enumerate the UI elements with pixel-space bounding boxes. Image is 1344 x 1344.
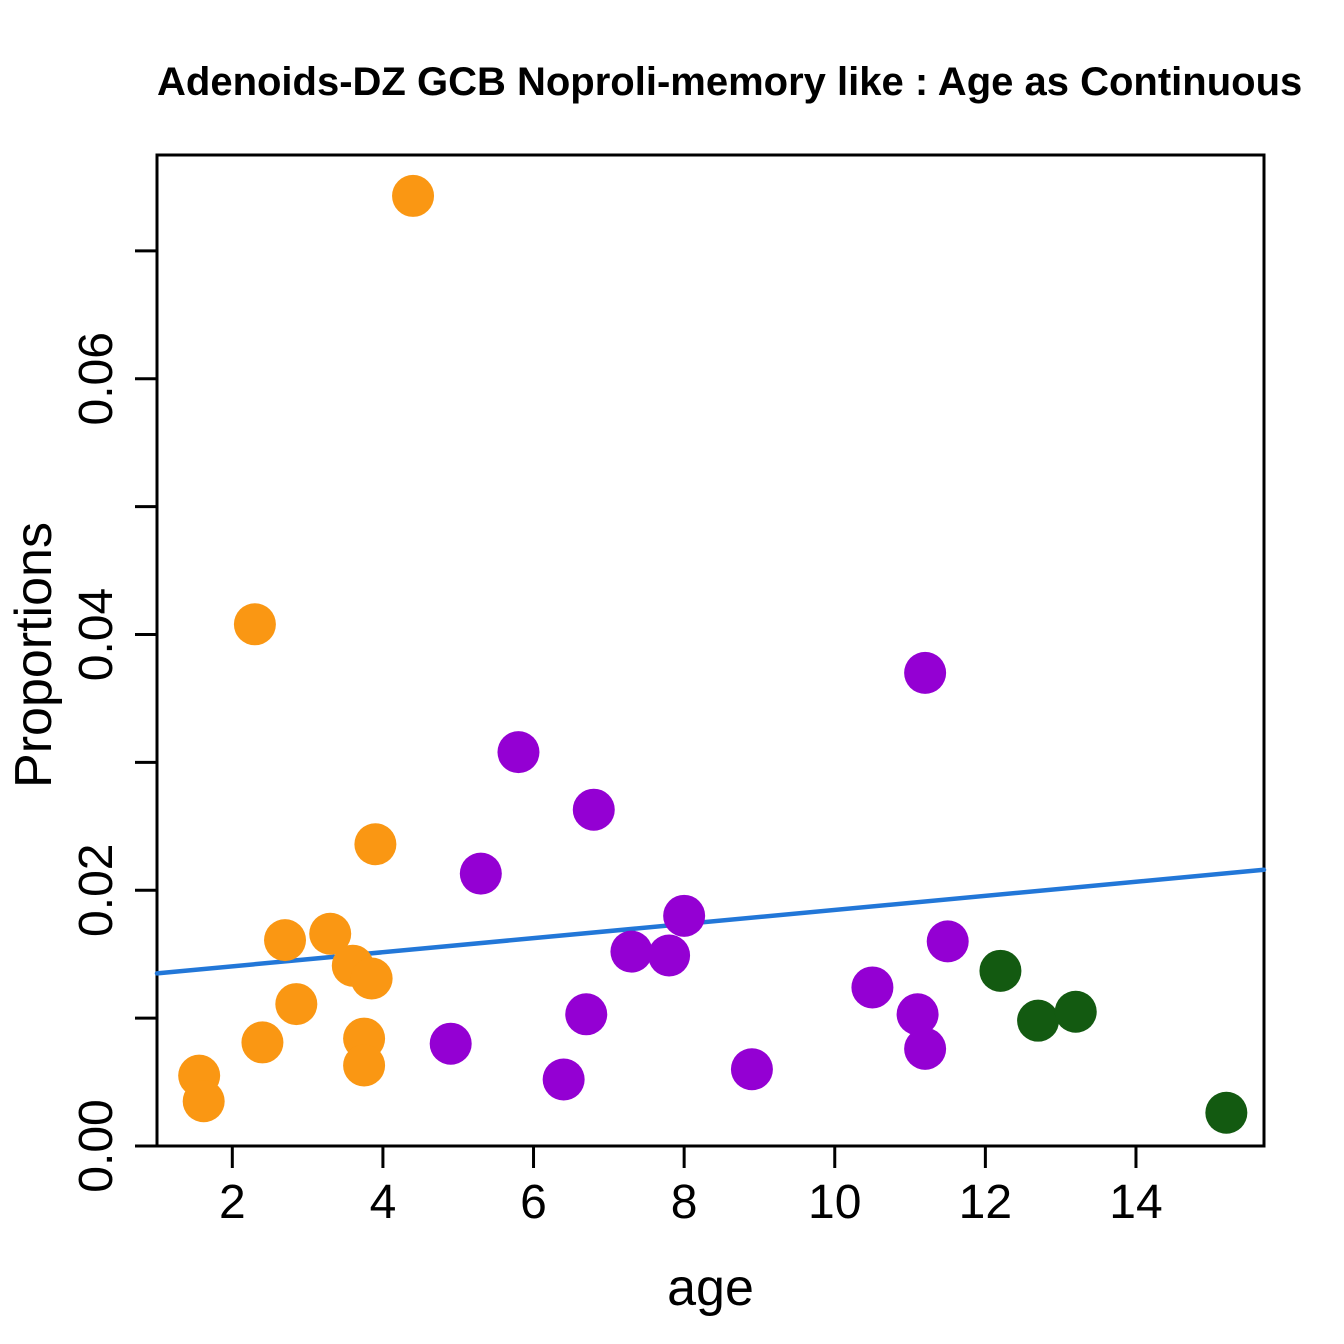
data-point-group-orange [392,174,435,217]
data-point-group-orange [343,1044,386,1087]
data-point-group-orange [182,1080,225,1123]
data-point-group-purple [648,934,691,977]
data-point-group-purple [851,966,894,1009]
data-point-group-orange [350,957,393,1000]
data-point-group-purple [572,788,615,831]
data-point-group-purple [542,1058,585,1101]
data-point-group-purple [663,894,706,937]
data-point-group-purple [904,651,947,694]
data-point-group-purple [565,993,608,1036]
data-point-group-orange [309,912,352,955]
x-tick-label: 10 [808,1176,861,1229]
y-tick-label: 0.04 [70,588,123,681]
data-point-group-purple [904,1027,947,1070]
chart-title: Adenoids-DZ GCB Noproli-memory like : Ag… [157,60,1303,104]
x-axis-label: age [667,1259,754,1317]
x-tick-label: 12 [959,1176,1012,1229]
data-point-group-orange [354,823,397,866]
data-point-group-orange [275,983,318,1026]
data-point-group-darkgreen [979,949,1022,992]
y-tick-label: 0.06 [70,332,123,425]
data-point-group-orange [241,1021,284,1064]
x-tick-label: 2 [219,1176,246,1229]
x-tick-label: 6 [520,1176,547,1229]
data-point-group-darkgreen [1054,990,1097,1033]
data-point-group-purple [497,731,540,774]
data-point-group-darkgreen [1017,999,1060,1042]
data-point-group-purple [429,1022,472,1065]
x-tick-label: 8 [671,1176,698,1229]
data-point-group-purple [610,930,653,973]
y-tick-label: 0.00 [70,1099,123,1192]
data-point-group-orange [264,919,307,962]
x-tick-label: 14 [1109,1176,1162,1229]
plot-frame [155,153,1266,1148]
data-point-group-purple [896,993,939,1036]
data-point-group-purple [730,1048,773,1091]
data-point-group-orange [233,603,276,646]
y-tick-label: 0.02 [70,844,123,937]
data-point-group-darkgreen [1205,1091,1248,1134]
data-point-group-purple [459,852,502,895]
x-tick-label: 4 [370,1176,397,1229]
data-point-group-purple [926,920,969,963]
